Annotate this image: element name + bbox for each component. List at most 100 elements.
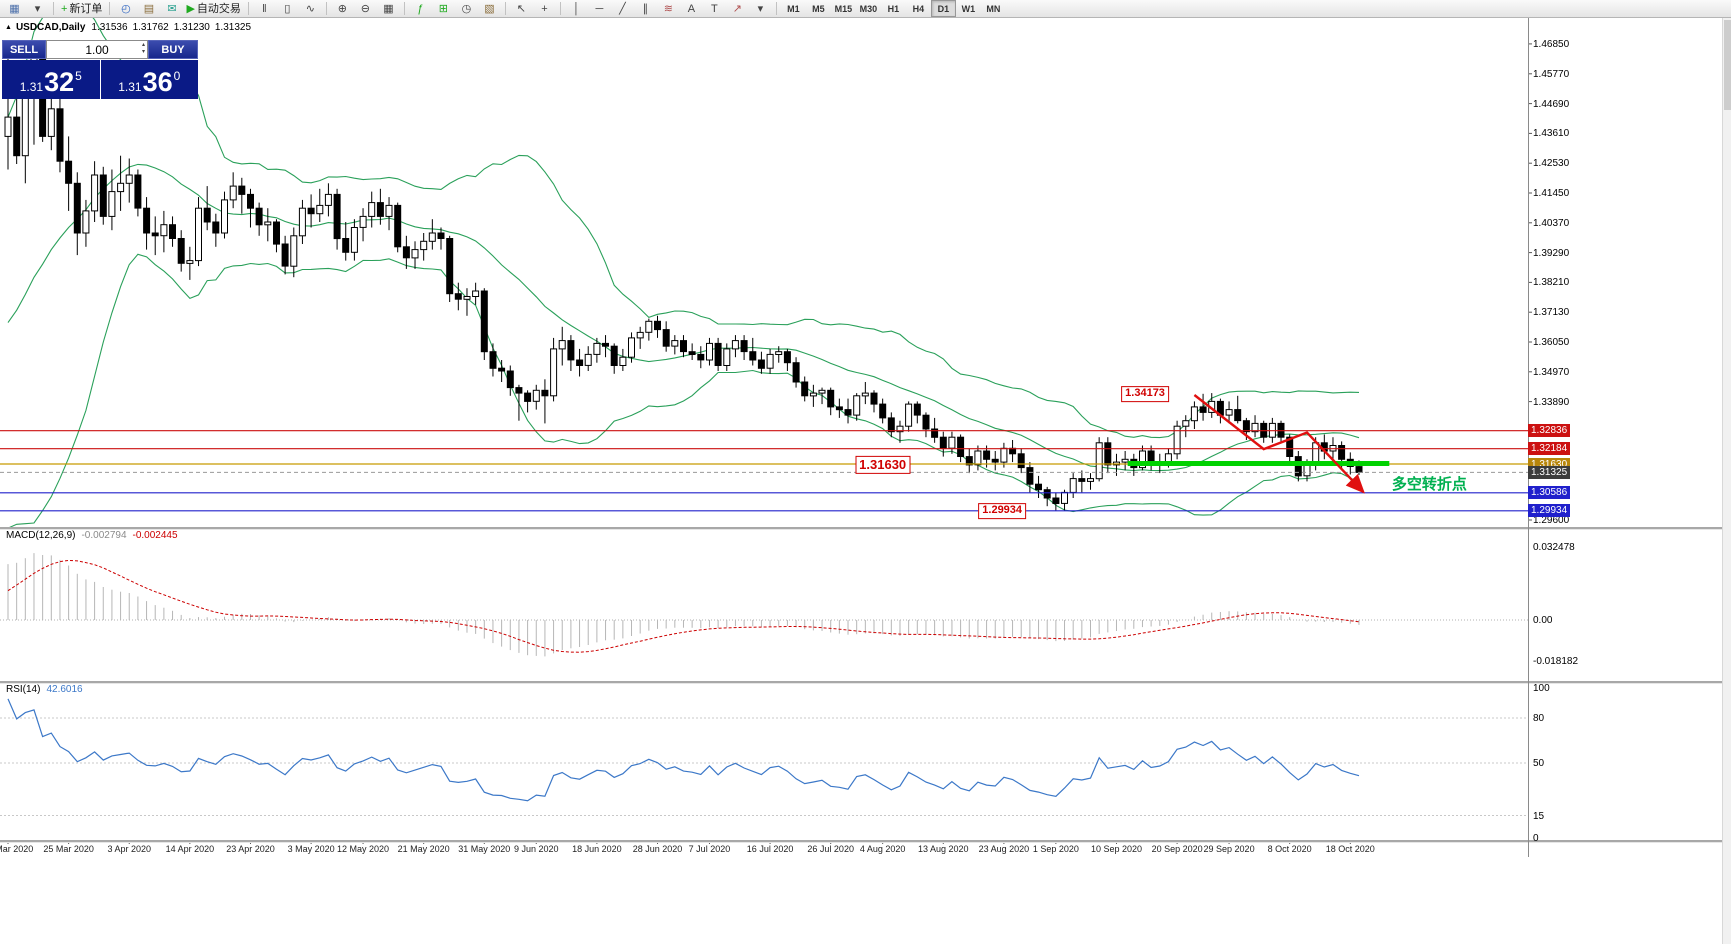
candle [879, 398, 887, 424]
candle [723, 343, 731, 371]
candle [844, 398, 852, 424]
price-annotation-label[interactable]: 1.34173 [1121, 385, 1169, 402]
timeframe-button-mn[interactable]: MN [986, 3, 1001, 14]
vertical-scrollbar[interactable] [1722, 0, 1731, 944]
time-axis-splitter[interactable] [0, 840, 1722, 843]
vertical-line-icon[interactable]: │ [565, 0, 588, 18]
macd-panel-splitter[interactable] [0, 527, 1722, 530]
date-label: 7 Jul 2020 [688, 844, 731, 854]
add-indicator-icon[interactable]: ⊞ [432, 0, 455, 18]
sell-price-display[interactable]: 1.31 32 5 [2, 60, 100, 99]
text-label-icon[interactable]: T [703, 0, 726, 18]
crosshair-icon[interactable]: + [533, 0, 556, 18]
objects-dropdown-icon: ▾ [757, 2, 764, 15]
candle [255, 202, 263, 236]
fibonacci-icon[interactable]: ≋ [657, 0, 680, 18]
volume-increase-button[interactable]: ▴ [141, 42, 145, 48]
candle [1087, 473, 1094, 490]
price-annotation-label[interactable]: 1.29934 [978, 502, 1027, 519]
timeframe-button-w1[interactable]: W1 [961, 3, 976, 14]
candle [264, 208, 272, 242]
cursor-icon[interactable]: ↖ [510, 0, 533, 18]
candle [56, 97, 64, 173]
timeframe-button-m1[interactable]: M1 [787, 3, 800, 14]
line-chart-icon[interactable]: ∿ [299, 0, 322, 18]
trendline-icon[interactable]: ╱ [611, 0, 634, 18]
objects-dropdown-icon[interactable]: ▾ [749, 0, 772, 18]
chart-list-dropdown-icon[interactable]: ▾ [26, 0, 49, 18]
volume-field[interactable]: 1.00 ▴ ▾ [46, 40, 148, 59]
collapse-panel-icon[interactable]: ▲ [5, 24, 12, 31]
periods-icon[interactable]: ◷ [455, 0, 478, 18]
buy-button[interactable]: BUY [148, 40, 198, 59]
timeframe-button-m15[interactable]: M15 [834, 3, 853, 14]
tile-windows-icon[interactable]: ▦ [377, 0, 400, 18]
bar-chart-icon[interactable]: ‖ [253, 0, 276, 18]
chart-note-text[interactable]: 多空转折点 [1391, 475, 1467, 493]
rsi-name-label: RSI(14) [6, 684, 41, 695]
date-label: 1 Sep 2020 [1032, 844, 1079, 854]
candle [169, 216, 176, 247]
volume-value[interactable]: 1.00 [85, 42, 109, 57]
candle [333, 188, 341, 250]
price-annotation-label[interactable]: 1.31630 [855, 455, 911, 474]
new-order-button[interactable]: + 新订单 [58, 0, 105, 18]
sell-button[interactable]: SELL [2, 40, 46, 59]
toolbar-separator [559, 2, 561, 15]
timeframe-button-d1[interactable]: D1 [930, 0, 956, 17]
candle [1026, 462, 1034, 493]
text-icon[interactable]: A [680, 0, 703, 18]
candle [290, 227, 298, 278]
arrows-icon[interactable]: ↗ [726, 0, 749, 18]
candle [151, 216, 159, 256]
candlestick-chart-icon[interactable]: ▯ [276, 0, 299, 18]
channel-icon: ∥ [642, 2, 649, 15]
rsi-value: 42.6016 [46, 684, 83, 695]
candle [212, 213, 220, 247]
candle [160, 210, 168, 253]
timeframe-button-h4[interactable]: H4 [912, 3, 925, 14]
templates-icon[interactable]: ▧ [478, 0, 501, 18]
channel-icon[interactable]: ∥ [634, 0, 657, 18]
rsi-panel-layer [0, 698, 1528, 816]
rsi-panel-splitter[interactable] [0, 681, 1722, 684]
bar-chart-icon: ‖ [262, 2, 267, 15]
candle [654, 315, 661, 338]
horizontal-line-icon[interactable]: ─ [588, 0, 611, 18]
candle [818, 387, 826, 405]
new-chart-icon[interactable]: ▦ [3, 0, 26, 18]
zoom-out-icon[interactable]: ⊖ [354, 0, 377, 18]
bollinger-lower-band [7, 253, 1360, 529]
terminal-icon[interactable]: ✉ [160, 0, 183, 18]
candle [394, 202, 402, 253]
rsi-tick-label: 15 [1533, 810, 1545, 822]
date-label: 8 Oct 2020 [1267, 844, 1312, 854]
price-tick-label: 1.44690 [1533, 98, 1570, 110]
date-label: 18 Oct 2020 [1325, 844, 1375, 854]
candle [974, 445, 982, 471]
auto-trading-button[interactable]: ▶ 自动交易 [183, 0, 243, 18]
templates-icon: ▧ [484, 2, 495, 15]
market-watch-icon[interactable]: ◴ [114, 0, 137, 18]
buy-price-display[interactable]: 1.31 36 0 [100, 60, 198, 99]
timeframe-button-h1[interactable]: H1 [887, 3, 900, 14]
toolbar-separator [504, 2, 506, 15]
timeframe-button-m5[interactable]: M5 [812, 3, 825, 14]
scrollbar-thumb[interactable] [1724, 20, 1731, 110]
trend-arrow[interactable] [1193, 394, 1365, 494]
zoom-in-icon[interactable]: ⊕ [331, 0, 354, 18]
buy-price-big: 36 [142, 67, 173, 97]
candle [524, 390, 532, 413]
candle [229, 172, 237, 209]
date-label: 20 Sep 2020 [1151, 844, 1203, 854]
navigator-icon[interactable]: ▤ [137, 0, 160, 18]
candle [91, 161, 99, 222]
candle [550, 337, 558, 402]
volume-decrease-button[interactable]: ▾ [141, 49, 145, 55]
candle [1199, 393, 1207, 421]
macd-main-value: -0.002794 [81, 530, 127, 541]
indicators-icon[interactable]: ƒ [409, 0, 432, 18]
timeframe-button-m30[interactable]: M30 [859, 3, 878, 14]
candle [108, 169, 116, 231]
